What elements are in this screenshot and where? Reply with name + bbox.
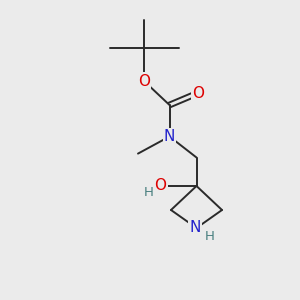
Text: O: O [192, 85, 204, 100]
Text: O: O [154, 178, 166, 194]
Text: O: O [138, 74, 150, 88]
Text: N: N [189, 220, 201, 236]
Text: H: H [144, 186, 153, 199]
Text: N: N [164, 129, 175, 144]
Text: H: H [205, 230, 215, 243]
